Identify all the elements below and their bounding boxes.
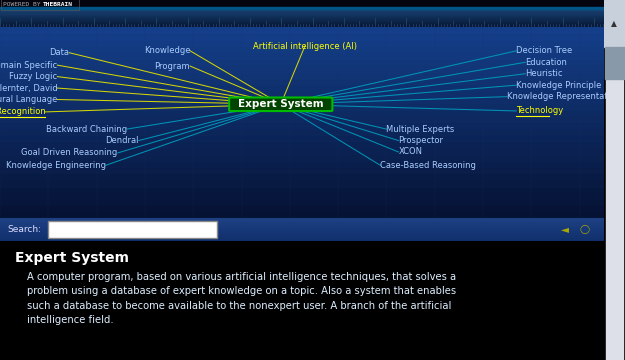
Bar: [0, 227, 604, 230]
Bar: [0, 78, 604, 84]
Bar: [0, 90, 604, 97]
Bar: [0, 15, 625, 16]
Text: Pattern Recognition: Pattern Recognition: [0, 107, 45, 116]
Bar: [0, 103, 604, 110]
Text: Fuzzy Logic: Fuzzy Logic: [9, 72, 58, 81]
Bar: [0, 20, 625, 21]
Bar: [0, 109, 604, 116]
Bar: [0, 135, 604, 141]
Bar: [0, 192, 604, 199]
Bar: [0, 0, 625, 7]
Bar: [0, 40, 604, 46]
Bar: [0, 154, 604, 161]
Text: ▲: ▲: [611, 19, 618, 28]
Bar: [0, 186, 604, 192]
Bar: [0, 141, 604, 148]
Bar: [0, 148, 604, 154]
Bar: [0, 231, 604, 234]
Text: Program: Program: [154, 62, 190, 71]
Bar: [0, 229, 604, 232]
Bar: [0, 211, 604, 218]
Bar: [0, 199, 604, 205]
Text: POWERED BY: POWERED BY: [3, 3, 44, 7]
Bar: [0, 116, 604, 122]
FancyBboxPatch shape: [229, 98, 332, 111]
Text: Knowledge Representation: Knowledge Representation: [507, 92, 621, 101]
Text: Case-Based Reasoning: Case-Based Reasoning: [381, 161, 476, 170]
Text: Prospector: Prospector: [399, 136, 444, 145]
Text: Heuristic: Heuristic: [525, 69, 562, 78]
Bar: [0, 97, 604, 103]
Text: Backward Chaining: Backward Chaining: [46, 125, 127, 134]
Bar: [0, 17, 625, 18]
Bar: [0, 220, 604, 222]
Text: Search:: Search:: [8, 225, 41, 234]
Bar: [0, 234, 604, 237]
Text: Knowledge: Knowledge: [144, 46, 190, 55]
Bar: [604, 0, 625, 47]
Text: Decision Tree: Decision Tree: [516, 46, 572, 55]
Bar: [0, 239, 604, 241]
Bar: [0, 11, 625, 12]
Bar: [0, 26, 625, 27]
Bar: [0, 10, 625, 11]
FancyBboxPatch shape: [48, 221, 217, 238]
Text: Goal Driven Reasoning: Goal Driven Reasoning: [21, 148, 118, 157]
Text: Natural Language: Natural Language: [0, 95, 58, 104]
Text: Technology: Technology: [516, 107, 564, 116]
Bar: [0, 7, 625, 9]
Bar: [0, 225, 604, 227]
Text: Knowledge Engineering: Knowledge Engineering: [6, 161, 106, 170]
Bar: [0, 27, 604, 33]
Text: A computer program, based on various artificial intelligence techniques, that so: A computer program, based on various art…: [27, 272, 456, 325]
Bar: [0, 205, 604, 211]
Bar: [0, 23, 625, 24]
Text: ◯: ◯: [579, 225, 589, 234]
Bar: [0, 14, 625, 15]
Bar: [0, 217, 604, 220]
Text: THEBRAIN: THEBRAIN: [42, 3, 72, 7]
Text: Dendral: Dendral: [106, 136, 139, 145]
Bar: [0, 16, 625, 17]
Text: Expert System: Expert System: [15, 251, 129, 265]
Bar: [0, 24, 625, 26]
Text: Artificial intelligence (AI): Artificial intelligence (AI): [253, 41, 357, 50]
Text: Knowledge Principle: Knowledge Principle: [516, 81, 602, 90]
Bar: [0, 84, 604, 91]
Text: ◄: ◄: [561, 225, 569, 234]
Bar: [0, 59, 604, 65]
Bar: [606, 47, 623, 360]
Bar: [0, 65, 604, 72]
Bar: [0, 46, 604, 53]
Text: Multiple Experts: Multiple Experts: [386, 125, 454, 134]
Bar: [0, 9, 625, 10]
Text: Domain Specific: Domain Specific: [0, 60, 58, 69]
Bar: [0, 22, 625, 23]
Bar: [0, 33, 604, 40]
Text: Data: Data: [49, 48, 69, 57]
Bar: [0, 222, 604, 225]
Text: XCON: XCON: [399, 148, 422, 157]
Bar: [0, 161, 604, 167]
Bar: [0, 12, 625, 14]
Bar: [0, 236, 604, 239]
Text: Gelernter, David: Gelernter, David: [0, 84, 58, 93]
Bar: [0, 167, 604, 173]
Bar: [605, 47, 624, 79]
Bar: [0, 21, 625, 22]
Bar: [0, 129, 604, 135]
Bar: [0, 173, 604, 180]
Bar: [0, 122, 604, 129]
Bar: [0, 18, 625, 20]
Bar: [0, 52, 604, 59]
Bar: [0, 180, 604, 186]
Text: Education: Education: [525, 58, 567, 67]
Bar: [0, 71, 604, 78]
Text: Expert System: Expert System: [238, 99, 324, 109]
